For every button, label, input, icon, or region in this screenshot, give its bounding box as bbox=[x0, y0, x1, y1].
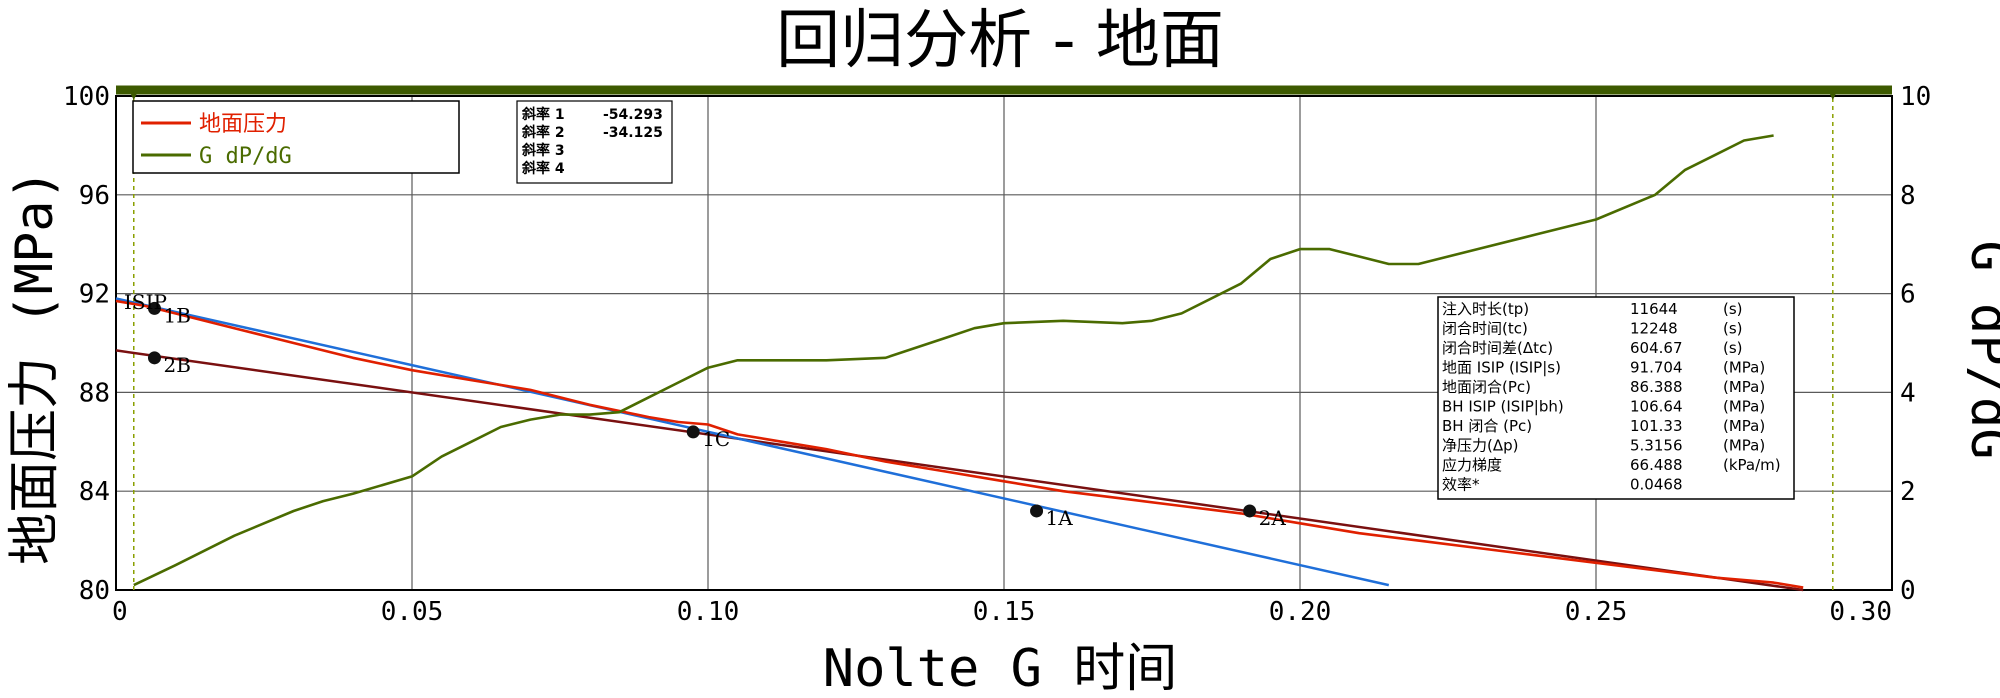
data-point-label: 1B bbox=[163, 303, 190, 327]
info-value: 66.488 bbox=[1630, 456, 1683, 474]
info-value: 12248 bbox=[1630, 320, 1678, 338]
series-line bbox=[115, 349, 1804, 592]
info-unit: (s) bbox=[1723, 320, 1743, 338]
legend: 地面压力 G dP/dG bbox=[132, 100, 460, 174]
info-unit: (s) bbox=[1723, 300, 1743, 318]
isip-label: ISIP bbox=[124, 290, 167, 314]
info-unit: (MPa) bbox=[1723, 378, 1765, 396]
x-tick-label: 0.10 bbox=[677, 597, 740, 627]
info-label: BH ISIP (ISIP|bh) bbox=[1442, 398, 1564, 416]
info-label: BH 闭合 (Pc) bbox=[1442, 417, 1532, 435]
slope-value: -54.293 bbox=[603, 107, 663, 123]
y2-tick-label: 4 bbox=[1900, 378, 1916, 408]
slope-label: 斜率 4 bbox=[521, 160, 565, 177]
info-label: 效率* bbox=[1442, 476, 1480, 494]
y2-tick-label: 6 bbox=[1900, 280, 1916, 310]
info-value: 0.0468 bbox=[1630, 476, 1683, 494]
x-tick-label: 0 bbox=[112, 597, 128, 627]
info-unit: (s) bbox=[1723, 339, 1743, 357]
info-label: 地面 ISIP (ISIP|s) bbox=[1442, 359, 1561, 377]
info-value: 91.704 bbox=[1630, 359, 1683, 377]
x-tick-label: 0.25 bbox=[1565, 597, 1628, 627]
y-tick-label: 88 bbox=[79, 378, 110, 408]
y-tick-label: 96 bbox=[79, 181, 110, 211]
legend-label: 地面压力 bbox=[199, 112, 287, 137]
info-table: 注入时长(tp) 11644 (s) 闭合时间(tc) 12248 (s) 闭合时间差(Δt… bbox=[1437, 296, 1795, 500]
chart-title: 回归分析 - 地面 bbox=[776, 4, 1224, 78]
info-value: 101.33 bbox=[1630, 417, 1683, 435]
slopes-box-frame bbox=[516, 100, 673, 184]
y-tick-label: 80 bbox=[79, 576, 110, 606]
series-line bbox=[115, 299, 1804, 589]
data-point-marker bbox=[686, 425, 700, 439]
points-layer: 1A 2A 1C 1B 2B ISIP bbox=[124, 290, 1286, 530]
info-label: 闭合时间(tc) bbox=[1442, 320, 1528, 338]
y-tick-label: 92 bbox=[79, 280, 110, 310]
data-point-marker bbox=[147, 301, 161, 315]
y2-tick-label: 8 bbox=[1900, 181, 1916, 211]
y2-tick-label: 10 bbox=[1900, 82, 1931, 112]
series-line bbox=[133, 134, 1774, 587]
x-tick-label: 0.05 bbox=[381, 597, 444, 627]
info-table-frame bbox=[1437, 296, 1795, 500]
series-line bbox=[115, 297, 1390, 587]
data-point-label: 1A bbox=[1046, 506, 1074, 530]
x-tick-label: 0.15 bbox=[973, 597, 1036, 627]
y-tick-label: 84 bbox=[79, 477, 110, 507]
slope-label: 斜率 1 bbox=[521, 106, 565, 123]
info-value: 5.3156 bbox=[1630, 437, 1683, 455]
ticks: 0 0.05 0.10 0.15 0.20 0.25 0.30808488929610002… bbox=[63, 82, 1931, 627]
info-label: 注入时长(tp) bbox=[1442, 300, 1529, 318]
vertical-marker-handle bbox=[127, 88, 140, 100]
info-label: 净压力(Δp) bbox=[1442, 437, 1519, 455]
series-layer bbox=[115, 134, 1804, 592]
info-value: 106.64 bbox=[1630, 398, 1683, 416]
y2-axis-label: G dP/dG bbox=[1959, 240, 2000, 459]
y-tick-label: 100 bbox=[63, 82, 110, 112]
x-tick-label: 0.30 bbox=[1829, 597, 1892, 627]
legend-frame bbox=[132, 100, 460, 174]
vertical-marker-handle bbox=[1826, 88, 1839, 100]
data-point-label: 2A bbox=[1259, 506, 1287, 530]
slopes-box: 斜率 1 -54.293 斜率 2 -34.125 斜率 3斜率 4 bbox=[516, 100, 673, 184]
data-point-label: 1C bbox=[702, 427, 730, 451]
info-unit: (MPa) bbox=[1723, 437, 1765, 455]
x-tick-label: 0.20 bbox=[1269, 597, 1332, 627]
x-axis-label: Nolte G 时间 bbox=[823, 639, 1177, 698]
slope-label: 斜率 3 bbox=[521, 142, 565, 159]
data-point-marker bbox=[147, 351, 161, 365]
info-value: 11644 bbox=[1630, 300, 1678, 318]
info-value: 86.388 bbox=[1630, 378, 1683, 396]
info-unit: (MPa) bbox=[1723, 398, 1765, 416]
y2-tick-label: 0 bbox=[1900, 576, 1916, 606]
slope-label: 斜率 2 bbox=[521, 124, 565, 141]
info-value: 604.67 bbox=[1630, 339, 1683, 357]
slope-value: -34.125 bbox=[603, 125, 663, 141]
info-unit: (MPa) bbox=[1723, 359, 1765, 377]
data-point-marker bbox=[1030, 504, 1044, 518]
info-unit: (kPa/m) bbox=[1723, 456, 1781, 474]
legend-label: G dP/dG bbox=[199, 144, 292, 169]
plot-frame bbox=[115, 95, 1893, 591]
info-unit: (MPa) bbox=[1723, 417, 1765, 435]
info-label: 闭合时间差(Δtc) bbox=[1442, 339, 1553, 357]
data-point-label: 2B bbox=[163, 353, 190, 377]
y2-tick-label: 2 bbox=[1900, 477, 1916, 507]
y-axis-label: 地面压力 (MPa) bbox=[5, 169, 65, 565]
info-label: 地面闭合(Pc) bbox=[1442, 378, 1531, 396]
info-label: 应力梯度 bbox=[1442, 456, 1502, 474]
data-point-marker bbox=[1243, 504, 1257, 518]
